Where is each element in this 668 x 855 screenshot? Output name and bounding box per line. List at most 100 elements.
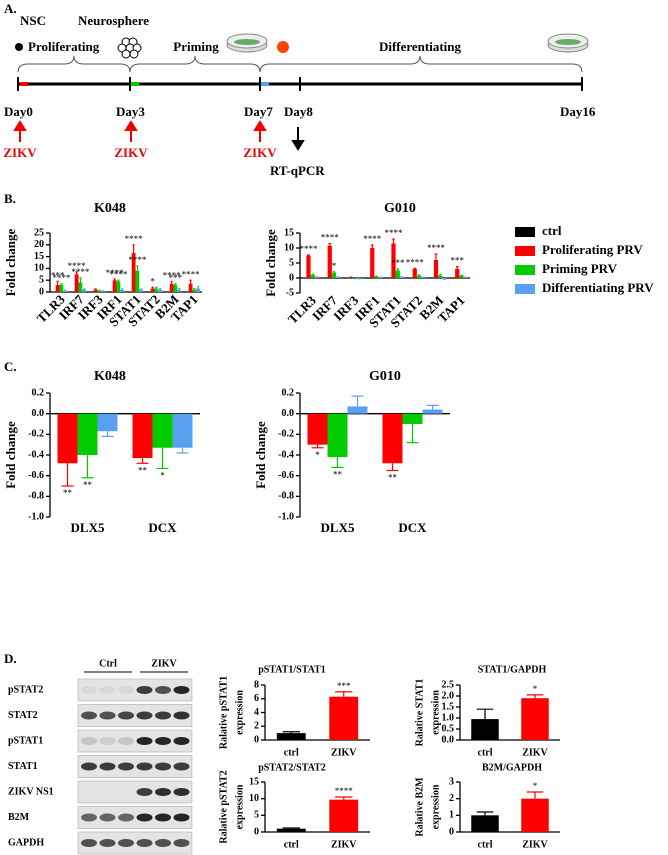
bar: [97, 413, 118, 432]
blot-row-label: STAT2: [8, 710, 38, 721]
y-tick-label: 5: [39, 274, 44, 285]
chart-title: B2M/GAPDH: [482, 762, 542, 773]
bar: [63, 290, 68, 292]
bar: [172, 413, 193, 448]
significance-label: ****: [52, 273, 71, 283]
blot-band: [81, 686, 97, 694]
timeline: [17, 77, 583, 91]
y-tick-label: 0.0: [282, 408, 295, 419]
bar: [169, 283, 174, 292]
panel-label: C.: [4, 359, 17, 374]
significance-label: ****: [363, 234, 382, 244]
blot-band: [173, 762, 190, 771]
blot-band: [118, 737, 134, 745]
y-tick-label: 10: [34, 263, 44, 274]
blot-band: [136, 813, 153, 822]
panel-label: B.: [4, 191, 16, 206]
bar: [382, 413, 403, 464]
blot-band: [118, 762, 134, 771]
bar: [347, 406, 368, 414]
blot-row-label: pSTAT2: [8, 684, 43, 695]
readout-arrow: [291, 127, 305, 151]
significance-label: ****: [106, 268, 125, 278]
bar: [306, 255, 311, 278]
bar: [471, 815, 499, 832]
bar: [93, 289, 98, 292]
stage-brace: [17, 55, 583, 73]
readout-label: RT-qPCR: [270, 163, 325, 178]
significance-label: ****: [335, 786, 354, 796]
neurosphere-icon: [117, 37, 142, 59]
blot-group-label: ZIKV: [151, 658, 177, 669]
bar: [310, 275, 315, 278]
significance-label: ****: [321, 233, 340, 243]
stage-label: Priming: [173, 39, 219, 54]
significance-label: ***: [169, 273, 183, 283]
y-tick-label: 15: [284, 227, 294, 238]
blot-band: [136, 839, 153, 847]
blot-band: [99, 711, 116, 720]
dish-icon: [547, 33, 589, 53]
significance-label: ****: [406, 257, 425, 267]
bar: [82, 289, 87, 292]
legend-swatch: [515, 246, 535, 256]
infection-label: ZIKV: [114, 145, 148, 160]
significance-label: ****: [125, 234, 144, 244]
panel-label: D.: [4, 651, 17, 666]
blot-band: [99, 813, 116, 822]
blot-row-label: B2M: [8, 812, 30, 823]
x-tick-label: ZIKV: [331, 747, 357, 758]
y-tick-label: 2.5: [442, 679, 455, 690]
bar: [402, 413, 423, 424]
bar: [77, 413, 98, 455]
bar: [150, 288, 155, 292]
legend-label: Differentiating PRV: [542, 280, 654, 295]
bar: [399, 277, 405, 278]
y-tick-label: 0: [254, 826, 259, 837]
blot-row-label: GAPDH: [8, 837, 44, 848]
blot-band: [118, 839, 134, 847]
significance-label: ****: [182, 269, 201, 279]
significance-label: **: [388, 473, 398, 483]
y-tick-label: 10: [249, 793, 259, 804]
chart-title: pSTAT2/STAT2: [258, 762, 326, 773]
blot-row-label: ZIKV NS1: [8, 786, 54, 797]
blot-band: [118, 813, 134, 822]
bar: [521, 698, 549, 740]
y-tick-label: 15: [34, 251, 44, 262]
y-tick-label: 0.2: [282, 387, 295, 398]
bar: [177, 289, 182, 292]
y-tick-label: -0.4: [28, 449, 44, 460]
infection-arrow: [13, 120, 267, 142]
x-tick-label: ZIKV: [331, 839, 357, 850]
blot-strip: [77, 780, 193, 804]
blot-band: [81, 762, 97, 771]
blot-band: [118, 686, 134, 694]
significance-label: ***: [451, 256, 465, 266]
nsc-icon: [15, 43, 23, 51]
significance-label: *: [533, 781, 538, 791]
y-tick-label: 0.5: [442, 723, 455, 734]
y-tick-label: -0.6: [28, 470, 44, 481]
blot-band: [118, 711, 134, 720]
y-tick-label: -1.0: [28, 511, 44, 522]
bar: [433, 260, 439, 278]
x-tick-label: ctrl: [478, 747, 493, 758]
y-tick-label: 1: [449, 810, 454, 821]
day-label: Day16: [560, 104, 596, 119]
bar: [442, 278, 447, 279]
significance-label: ****: [385, 228, 404, 238]
y-tick-label: -0.8: [28, 491, 44, 502]
bar: [314, 277, 320, 278]
bar: [55, 284, 60, 292]
significance-label: ****: [163, 270, 182, 280]
significance-label: *: [150, 276, 155, 286]
y-tick-label: 10: [284, 242, 294, 253]
bar: [131, 253, 136, 292]
y-tick-label: 1.0: [442, 712, 455, 723]
chart-title: STAT1/GAPDH: [478, 664, 547, 675]
bar: [276, 828, 306, 832]
blot-strip: [77, 831, 193, 855]
blot-band: [99, 839, 116, 847]
